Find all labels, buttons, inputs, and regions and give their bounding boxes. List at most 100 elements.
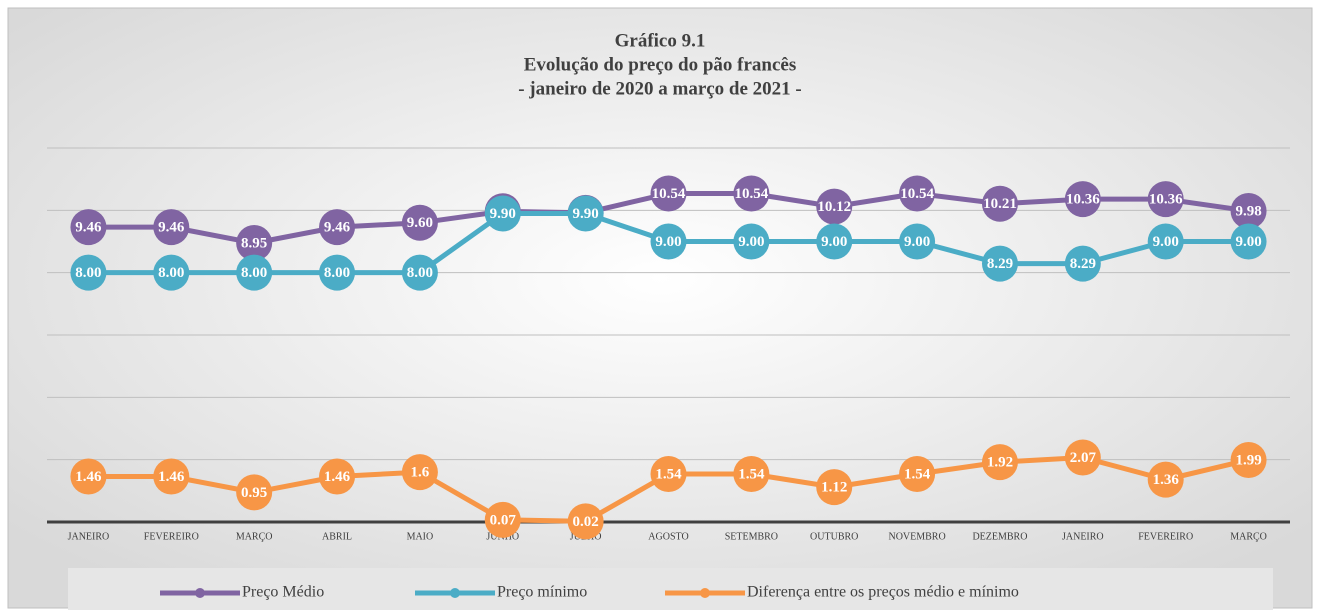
chart-title: Gráfico 9.1 bbox=[615, 30, 706, 51]
data-point bbox=[1147, 461, 1184, 498]
data-point bbox=[1230, 192, 1267, 229]
data-point bbox=[401, 254, 438, 291]
data-label: 9.00 bbox=[821, 234, 847, 250]
data-label: 8.00 bbox=[75, 265, 101, 281]
data-label: 0.02 bbox=[573, 514, 599, 530]
data-point bbox=[650, 175, 687, 212]
x-tick-label: AGOSTO bbox=[648, 531, 688, 542]
data-label: 10.21 bbox=[983, 196, 1017, 212]
data-point bbox=[236, 474, 273, 511]
data-point bbox=[650, 223, 687, 260]
data-point bbox=[650, 456, 687, 493]
data-label: 8.00 bbox=[158, 265, 184, 281]
data-label: 8.00 bbox=[407, 265, 433, 281]
data-point bbox=[153, 209, 190, 246]
x-tick-label: DEZEMBRO bbox=[972, 531, 1027, 542]
data-point bbox=[401, 454, 438, 491]
data-point bbox=[733, 175, 770, 212]
data-label: 9.00 bbox=[655, 234, 681, 250]
x-tick-label: FEVEREIRO bbox=[144, 531, 199, 542]
data-label: 9.90 bbox=[573, 206, 599, 222]
legend-marker bbox=[195, 588, 205, 598]
data-label: 10.54 bbox=[900, 186, 934, 202]
data-point bbox=[70, 254, 107, 291]
data-label: 10.12 bbox=[817, 199, 851, 215]
data-point bbox=[899, 456, 936, 493]
x-tick-label: FEVEREIRO bbox=[1138, 531, 1193, 542]
data-label: 10.36 bbox=[1149, 192, 1183, 208]
legend-marker bbox=[450, 588, 460, 598]
data-point bbox=[567, 503, 604, 540]
data-label: 1.12 bbox=[821, 480, 847, 496]
data-point bbox=[816, 469, 853, 506]
data-point bbox=[484, 195, 521, 232]
data-point bbox=[1064, 181, 1101, 218]
data-point bbox=[153, 458, 190, 495]
data-point bbox=[1147, 181, 1184, 218]
chart-title: Evolução do preço do pão francês bbox=[524, 54, 797, 75]
data-point bbox=[1147, 223, 1184, 260]
legend-label: Diferença entre os preços médio e mínimo bbox=[747, 584, 1019, 601]
data-point bbox=[816, 223, 853, 260]
data-point bbox=[1064, 439, 1101, 476]
data-point bbox=[319, 209, 356, 246]
data-point bbox=[1064, 245, 1101, 282]
data-label: 9.60 bbox=[407, 215, 433, 231]
data-label: 0.95 bbox=[241, 485, 267, 501]
x-tick-label: MAIO bbox=[407, 531, 434, 542]
data-label: 1.54 bbox=[904, 466, 931, 482]
data-label: 8.95 bbox=[241, 235, 267, 251]
x-tick-label: MARÇO bbox=[236, 531, 273, 542]
data-point bbox=[319, 458, 356, 495]
data-label: 9.90 bbox=[490, 206, 516, 222]
data-label: 9.46 bbox=[158, 220, 185, 236]
data-point bbox=[70, 209, 107, 246]
data-label: 8.00 bbox=[324, 265, 350, 281]
data-label: 1.6 bbox=[411, 465, 430, 481]
data-point bbox=[733, 223, 770, 260]
data-label: 1.36 bbox=[1153, 472, 1180, 488]
legend-label: Preço Médio bbox=[242, 584, 324, 601]
chart-title: - janeiro de 2020 a março de 2021 - bbox=[518, 78, 802, 99]
data-point bbox=[899, 175, 936, 212]
legend-label: Preço mínimo bbox=[497, 584, 587, 601]
x-tick-label: NOVEMBRO bbox=[888, 531, 945, 542]
x-tick-label: JANEIRO bbox=[68, 531, 110, 542]
data-point bbox=[899, 223, 936, 260]
data-label: 9.46 bbox=[324, 220, 351, 236]
data-label: 10.36 bbox=[1066, 192, 1100, 208]
x-tick-label: SETEMBRO bbox=[725, 531, 778, 542]
data-label: 10.54 bbox=[734, 186, 768, 202]
data-label: 1.92 bbox=[987, 455, 1013, 471]
data-point bbox=[401, 204, 438, 241]
data-point bbox=[1230, 441, 1267, 478]
data-label: 9.00 bbox=[1235, 234, 1261, 250]
data-point bbox=[484, 501, 521, 538]
data-label: 2.07 bbox=[1070, 450, 1097, 466]
legend-box bbox=[68, 568, 1273, 610]
data-point bbox=[153, 254, 190, 291]
data-label: 1.46 bbox=[75, 469, 102, 485]
data-label: 9.46 bbox=[75, 220, 102, 236]
data-point bbox=[816, 188, 853, 225]
data-label: 1.99 bbox=[1235, 452, 1261, 468]
data-label: 10.54 bbox=[652, 186, 686, 202]
x-tick-label: MARÇO bbox=[1230, 531, 1267, 542]
data-label: 8.29 bbox=[987, 256, 1013, 272]
data-label: 8.29 bbox=[1070, 256, 1096, 272]
x-tick-label: ABRIL bbox=[322, 531, 352, 542]
data-point bbox=[236, 225, 273, 262]
data-point bbox=[319, 254, 356, 291]
chart-background bbox=[7, 7, 1313, 609]
data-point bbox=[567, 195, 604, 232]
data-point bbox=[981, 245, 1018, 282]
data-label: 9.00 bbox=[738, 234, 764, 250]
data-label: 1.46 bbox=[158, 469, 185, 485]
data-label: 8.00 bbox=[241, 265, 267, 281]
x-tick-label: JANEIRO bbox=[1062, 531, 1104, 542]
x-tick-label: OUTUBRO bbox=[810, 531, 858, 542]
data-point bbox=[70, 458, 107, 495]
data-point bbox=[1230, 223, 1267, 260]
data-label: 1.46 bbox=[324, 469, 351, 485]
data-label: 1.54 bbox=[738, 466, 765, 482]
